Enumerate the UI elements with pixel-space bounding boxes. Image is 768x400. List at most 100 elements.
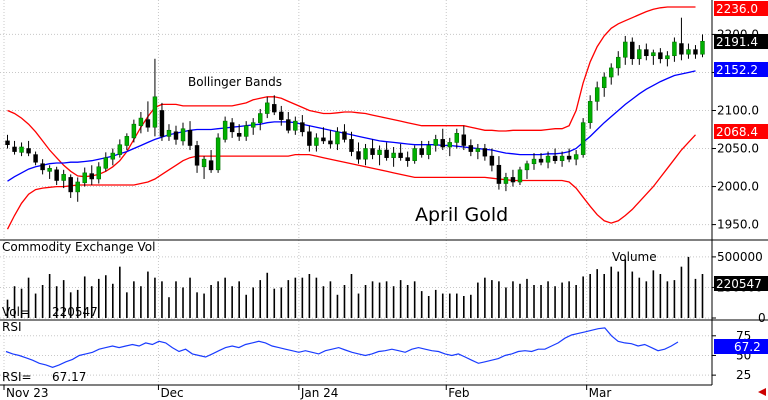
candle-body-up xyxy=(124,136,130,146)
candle-body-up xyxy=(672,41,677,57)
candle xyxy=(293,116,298,135)
candle xyxy=(510,169,516,187)
candle xyxy=(166,124,172,141)
candle xyxy=(89,165,94,186)
candle-body-down xyxy=(630,41,635,60)
upper-band-flag-text: 2236.0 xyxy=(716,2,758,16)
rsi-tick-label: 25 xyxy=(736,368,751,382)
lower-band-flag: 2068.4 xyxy=(714,124,768,139)
candle xyxy=(215,133,221,173)
candle xyxy=(433,134,438,152)
candle xyxy=(138,112,144,134)
candle-body-up xyxy=(61,174,66,181)
candle-body-up xyxy=(475,148,481,152)
candle xyxy=(482,143,488,161)
candle-body-down xyxy=(510,177,516,183)
candle xyxy=(103,152,109,172)
candle xyxy=(545,151,551,169)
candle-body-down xyxy=(679,43,684,55)
candle xyxy=(608,63,614,85)
candle xyxy=(187,121,193,151)
candle xyxy=(644,43,649,61)
candle-body-up xyxy=(201,158,207,168)
volume-series-label: Volume xyxy=(612,250,657,264)
candle-body-down xyxy=(307,131,312,146)
candle xyxy=(419,140,424,158)
candle xyxy=(12,140,17,155)
candle-body-up xyxy=(447,142,453,148)
candle xyxy=(496,156,502,190)
candle xyxy=(243,121,249,141)
candle-body-up xyxy=(96,166,102,180)
candle xyxy=(356,142,361,164)
candle-body-down xyxy=(356,151,361,160)
candles-layer xyxy=(5,17,705,202)
candle xyxy=(222,116,228,143)
candle-body-down xyxy=(489,155,495,166)
candle xyxy=(54,166,59,186)
rsi-last-flag: 67.2 xyxy=(714,339,768,354)
candle-body-up xyxy=(138,117,144,127)
candle xyxy=(461,125,467,151)
candle xyxy=(75,177,80,202)
candle xyxy=(279,105,284,126)
candle-body-down xyxy=(279,111,284,120)
upper-band-flag: 2236.0 xyxy=(714,1,768,16)
candle xyxy=(623,35,628,65)
candle xyxy=(236,124,242,141)
candle xyxy=(517,166,523,186)
candle xyxy=(363,143,368,166)
candle xyxy=(587,95,593,129)
candle xyxy=(33,151,38,166)
scroll-right-arrow-icon[interactable] xyxy=(758,388,766,396)
candle-body-up xyxy=(608,67,614,78)
candle-body-down xyxy=(145,119,151,128)
volume-tick-label: 0 xyxy=(758,311,766,325)
candle xyxy=(377,145,382,166)
candle-body-down xyxy=(173,131,179,140)
grid-layer xyxy=(0,0,712,385)
candle xyxy=(26,140,31,157)
candle-body-down xyxy=(5,140,10,146)
candle xyxy=(335,127,340,151)
candle-body-up xyxy=(616,56,621,69)
last-price-flag-text: 2191.4 xyxy=(716,35,758,49)
candle-body-down xyxy=(538,158,544,163)
candle-body-up xyxy=(700,40,705,55)
lower-bollinger-band xyxy=(6,134,696,230)
candle xyxy=(250,118,256,135)
rsi-footer-label: RSI= xyxy=(2,370,32,384)
candle xyxy=(686,43,691,59)
candle-body-down xyxy=(159,110,165,137)
candle-body-down xyxy=(349,139,354,152)
x-ticks: Nov 23 Dec Jan 24 Feb Mar xyxy=(3,385,611,400)
candle-body-up xyxy=(503,177,509,184)
candle-body-up xyxy=(391,152,396,158)
candle-body-down xyxy=(496,164,502,184)
candle-body-up xyxy=(545,155,551,163)
candle-body-up xyxy=(587,101,593,123)
candle xyxy=(454,128,460,149)
candle-body-down xyxy=(398,152,403,158)
x-tick-label: Dec xyxy=(160,386,183,400)
candle-body-up xyxy=(363,148,368,160)
candle-body-down xyxy=(12,146,17,152)
candle-body-up xyxy=(573,154,579,160)
candle xyxy=(208,150,214,173)
candle-body-down xyxy=(566,155,572,160)
candle-body-up xyxy=(19,146,24,153)
candle xyxy=(201,156,207,179)
candle-body-down xyxy=(482,148,488,157)
candle xyxy=(96,162,102,184)
volume-layer xyxy=(6,256,704,318)
candle xyxy=(658,48,663,64)
candle xyxy=(321,127,326,144)
candle xyxy=(370,139,375,160)
candle-body-down xyxy=(89,173,94,180)
candle-body-up xyxy=(257,113,263,123)
candle xyxy=(503,172,509,192)
candle-body-down xyxy=(208,160,214,171)
candle xyxy=(117,139,123,158)
candle-body-down xyxy=(300,122,305,133)
